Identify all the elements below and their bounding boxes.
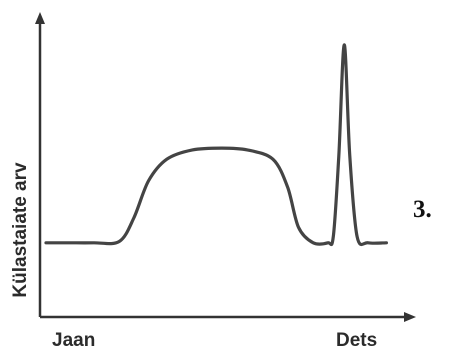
chart-series xyxy=(44,43,388,247)
x-tick-label-end: Dets xyxy=(336,330,377,351)
y-axis-arrow xyxy=(35,12,45,24)
visitor-count-line xyxy=(44,43,388,247)
x-tick-label-start: Jaan xyxy=(52,330,95,351)
x-axis-arrow xyxy=(404,312,416,322)
y-axis-label: Külastaiate arv xyxy=(10,162,31,298)
panel-number: 3. xyxy=(413,196,432,223)
chart-axes xyxy=(35,12,416,322)
